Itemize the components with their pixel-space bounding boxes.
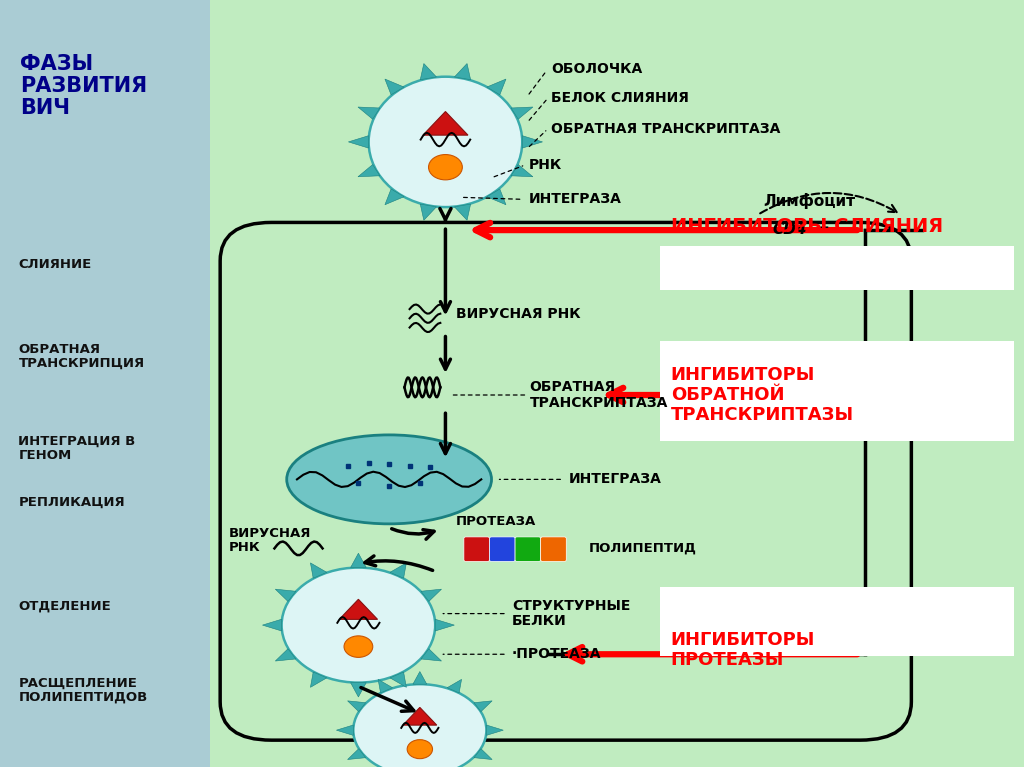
Polygon shape bbox=[420, 64, 436, 80]
Polygon shape bbox=[385, 189, 404, 205]
Text: ОТДЕЛЕНИЕ: ОТДЕЛЕНИЕ bbox=[18, 600, 112, 612]
Text: ИНГИБИТОРЫ
ПРОТЕАЗЫ: ИНГИБИТОРЫ ПРОТЕАЗЫ bbox=[671, 631, 815, 670]
FancyBboxPatch shape bbox=[660, 341, 1014, 441]
Polygon shape bbox=[339, 599, 378, 620]
Text: ОБРАТНАЯ
ТРАНСКРИПТАЗА: ОБРАТНАЯ ТРАНСКРИПТАЗА bbox=[529, 380, 668, 410]
Ellipse shape bbox=[369, 77, 522, 207]
Circle shape bbox=[408, 739, 432, 759]
Text: ФАЗЫ
РАЗВИТИЯ
ВИЧ: ФАЗЫ РАЗВИТИЯ ВИЧ bbox=[20, 54, 147, 118]
Text: СТРУКТУРНЫЕ
БЕЛКИ: СТРУКТУРНЫЕ БЕЛКИ bbox=[512, 599, 631, 628]
Polygon shape bbox=[455, 64, 471, 80]
Text: CD4: CD4 bbox=[772, 222, 807, 238]
Polygon shape bbox=[262, 619, 282, 631]
Polygon shape bbox=[336, 725, 353, 736]
Text: ·ПРОТЕАЗА: ·ПРОТЕАЗА bbox=[512, 647, 601, 661]
Polygon shape bbox=[402, 707, 436, 725]
Text: РЕПЛИКАЦИЯ: РЕПЛИКАЦИЯ bbox=[18, 496, 125, 509]
FancyBboxPatch shape bbox=[660, 587, 1014, 656]
FancyBboxPatch shape bbox=[515, 537, 541, 561]
Text: ОБОЛОЧКА: ОБОЛОЧКА bbox=[551, 62, 642, 76]
Text: ОБРАТНАЯ
ТРАНСКРИПЦИЯ: ОБРАТНАЯ ТРАНСКРИПЦИЯ bbox=[18, 343, 144, 370]
Polygon shape bbox=[486, 79, 506, 95]
Polygon shape bbox=[350, 683, 367, 697]
Text: ВИРУСНАЯ РНК: ВИРУСНАЯ РНК bbox=[456, 308, 581, 321]
Bar bbox=[0, 0, 210, 767]
Polygon shape bbox=[435, 619, 455, 631]
Polygon shape bbox=[413, 672, 427, 684]
Polygon shape bbox=[486, 189, 506, 205]
Polygon shape bbox=[423, 111, 468, 135]
Text: ОБРАТНАЯ ТРАНСКРИПТАЗА: ОБРАТНАЯ ТРАНСКРИПТАЗА bbox=[551, 122, 780, 136]
Text: ПРОТЕАЗА: ПРОТЕАЗА bbox=[456, 515, 536, 528]
Text: РАСЩЕПЛЕНИЕ
ПОЛИПЕПТИДОВ: РАСЩЕПЛЕНИЕ ПОЛИПЕПТИДОВ bbox=[18, 676, 147, 704]
Polygon shape bbox=[347, 701, 366, 712]
Polygon shape bbox=[511, 165, 532, 176]
Text: БЕЛОК СЛИЯНИЯ: БЕЛОК СЛИЯНИЯ bbox=[551, 91, 689, 105]
Polygon shape bbox=[421, 649, 441, 661]
Text: ИНГИБИТОРЫ СЛИЯНИЯ: ИНГИБИТОРЫ СЛИЯНИЯ bbox=[671, 217, 943, 235]
Text: +: + bbox=[818, 221, 828, 234]
Text: ИНТЕГРАЗА: ИНТЕГРАЗА bbox=[568, 472, 662, 486]
Text: Лимфоцит: Лимфоцит bbox=[763, 193, 855, 209]
Polygon shape bbox=[385, 79, 404, 95]
Polygon shape bbox=[310, 563, 327, 578]
Polygon shape bbox=[474, 701, 493, 712]
FancyBboxPatch shape bbox=[541, 537, 566, 561]
Polygon shape bbox=[275, 589, 296, 601]
FancyBboxPatch shape bbox=[660, 246, 1014, 290]
Text: ИНТЕГРАЗА: ИНТЕГРАЗА bbox=[528, 193, 622, 206]
Ellipse shape bbox=[353, 684, 486, 767]
Text: РНК: РНК bbox=[528, 158, 561, 172]
Ellipse shape bbox=[287, 435, 492, 524]
Polygon shape bbox=[310, 672, 327, 687]
Polygon shape bbox=[522, 136, 543, 148]
Text: ИНТЕГРАЦИЯ В
ГЕНОМ: ИНТЕГРАЦИЯ В ГЕНОМ bbox=[18, 435, 136, 463]
Polygon shape bbox=[275, 649, 296, 661]
Polygon shape bbox=[474, 749, 493, 759]
Polygon shape bbox=[420, 204, 436, 220]
Polygon shape bbox=[447, 680, 462, 693]
Polygon shape bbox=[348, 136, 369, 148]
Polygon shape bbox=[511, 107, 532, 119]
Text: ПОЛИПЕПТИД: ПОЛИПЕПТИД bbox=[589, 542, 696, 555]
Polygon shape bbox=[390, 672, 407, 687]
Polygon shape bbox=[486, 725, 504, 736]
Circle shape bbox=[428, 155, 463, 180]
FancyBboxPatch shape bbox=[489, 537, 515, 561]
Polygon shape bbox=[455, 204, 471, 220]
Bar bbox=[210, 0, 1024, 767]
Circle shape bbox=[344, 636, 373, 657]
Polygon shape bbox=[390, 563, 407, 578]
Text: ВИРУСНАЯ
РНК: ВИРУСНАЯ РНК bbox=[228, 527, 310, 555]
Polygon shape bbox=[350, 553, 367, 568]
Polygon shape bbox=[378, 680, 392, 693]
Text: ИНГИБИТОРЫ
ОБРАТНОЙ
ТРАНСКРИПТАЗЫ: ИНГИБИТОРЫ ОБРАТНОЙ ТРАНСКРИПТАЗЫ bbox=[671, 366, 854, 424]
Ellipse shape bbox=[282, 568, 435, 683]
FancyBboxPatch shape bbox=[464, 537, 489, 561]
Polygon shape bbox=[421, 589, 441, 601]
Polygon shape bbox=[347, 749, 366, 759]
Text: СЛИЯНИЕ: СЛИЯНИЕ bbox=[18, 258, 92, 271]
Polygon shape bbox=[358, 165, 380, 176]
Polygon shape bbox=[358, 107, 380, 119]
